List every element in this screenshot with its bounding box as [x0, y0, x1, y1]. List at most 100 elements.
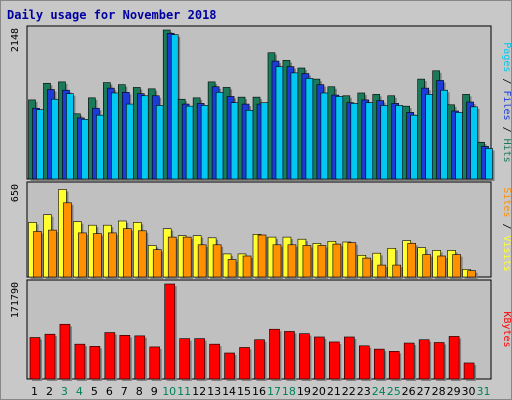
day-group-17	[267, 236, 283, 279]
day-group-25	[387, 248, 403, 279]
bar-sites	[317, 245, 328, 279]
day-group-26	[402, 240, 418, 279]
bar-visits	[387, 248, 398, 279]
bar-sites	[377, 264, 388, 279]
bar-sites	[78, 232, 89, 279]
bar-kbytes	[433, 342, 447, 381]
panel-legend: KBytes	[501, 311, 511, 347]
day-group-4	[73, 221, 89, 279]
bar-sites	[227, 259, 239, 279]
x-tick-label: 3	[61, 385, 68, 398]
day-group-19	[297, 238, 313, 279]
bar-kbytes	[194, 338, 207, 381]
day-group-27	[417, 78, 435, 181]
x-tick-label: 13	[207, 385, 221, 398]
panel-kbytes: 171790 KBytes	[10, 279, 511, 381]
bar-sites	[347, 242, 358, 279]
day-group-19	[297, 67, 315, 181]
bar-kbytes	[373, 348, 387, 381]
bar-sites	[302, 245, 313, 279]
day-group-29	[447, 104, 465, 181]
day-group-20	[314, 336, 327, 381]
bar-sites	[467, 270, 478, 279]
day-group-9	[147, 88, 166, 181]
day-group-29	[447, 250, 463, 279]
panel-max-label: 650	[10, 184, 21, 202]
day-group-15	[237, 253, 254, 279]
day-group-20	[312, 78, 330, 181]
day-group-1	[28, 222, 44, 279]
x-tick-label: 27	[417, 385, 431, 398]
day-group-13	[207, 81, 226, 181]
bar-sites	[152, 249, 164, 279]
day-group-26	[402, 105, 420, 181]
day-group-23	[357, 255, 373, 279]
x-tick-label: 9	[151, 385, 158, 398]
x-tick-label: 28	[432, 385, 446, 398]
bar-sites	[63, 202, 74, 279]
day-group-6	[104, 332, 117, 381]
x-tick-label: 11	[177, 385, 191, 398]
day-group-15	[239, 347, 252, 381]
bar-kbytes	[254, 339, 267, 381]
day-group-9	[147, 245, 164, 279]
day-group-28	[432, 250, 448, 279]
legend-entry: /	[501, 72, 511, 90]
bar-sites	[93, 233, 104, 279]
day-group-25	[387, 95, 405, 181]
day-group-17	[267, 52, 285, 181]
x-tick-label: 24	[372, 385, 386, 398]
day-group-4	[74, 343, 87, 381]
bar-kbytes	[29, 337, 42, 381]
bar-sites	[287, 244, 298, 279]
bar-kbytes	[358, 345, 372, 381]
legend-entry: Pages	[501, 42, 511, 72]
day-group-8	[134, 335, 147, 381]
x-tick-label: 18	[282, 385, 296, 398]
bar-sites	[362, 257, 373, 279]
bar-kbytes	[209, 343, 222, 381]
day-group-11	[179, 338, 192, 381]
bar-kbytes	[134, 335, 147, 381]
day-group-28	[433, 342, 447, 381]
bar-kbytes	[74, 343, 87, 381]
day-group-24	[372, 94, 390, 181]
legend-entry: /	[501, 217, 511, 235]
x-tick-label: 6	[106, 385, 113, 398]
bar-kbytes	[149, 346, 162, 381]
day-group-24	[373, 348, 387, 381]
day-group-3	[58, 189, 74, 279]
day-group-17	[269, 328, 282, 381]
day-group-2	[43, 214, 59, 279]
day-group-20	[312, 243, 328, 279]
day-group-2	[44, 333, 57, 381]
x-tick-label: 19	[297, 385, 311, 398]
day-group-16	[254, 339, 267, 381]
day-group-18	[282, 236, 298, 279]
bar-sites	[272, 244, 283, 279]
x-tick-label: 7	[121, 385, 128, 398]
x-tick-label: 17	[267, 385, 281, 398]
bar-sites	[167, 236, 179, 279]
legend-entry: KBytes	[501, 311, 511, 347]
panel-max-label: 171790	[10, 282, 21, 318]
bar-pages	[485, 148, 495, 181]
legend-entry: Files	[501, 90, 511, 120]
x-tick-label: 30	[462, 385, 476, 398]
day-group-4	[73, 113, 91, 181]
day-group-23	[357, 92, 375, 181]
x-tick-label: 29	[447, 385, 461, 398]
bar-sites	[48, 229, 59, 279]
day-group-8	[132, 222, 149, 279]
day-group-5	[89, 346, 102, 381]
x-tick-label: 16	[252, 385, 266, 398]
day-group-30	[462, 268, 478, 279]
bar-sites	[242, 255, 254, 279]
day-group-11	[177, 235, 194, 279]
day-group-25	[388, 351, 402, 381]
day-group-7	[119, 335, 132, 381]
day-group-6	[103, 224, 119, 279]
x-tick-label: 12	[192, 385, 206, 398]
day-group-23	[358, 345, 372, 381]
